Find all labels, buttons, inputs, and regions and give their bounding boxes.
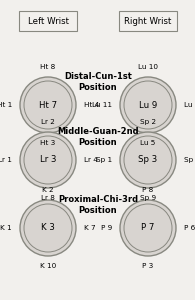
Text: Lu 5: Lu 5 <box>140 140 156 146</box>
Circle shape <box>20 77 76 133</box>
Text: Lr 4: Lr 4 <box>84 157 98 163</box>
Circle shape <box>24 81 72 129</box>
Text: Ht 7: Ht 7 <box>39 100 57 109</box>
Text: Lr 2: Lr 2 <box>41 119 55 125</box>
Text: Sp 3: Sp 3 <box>138 155 158 164</box>
Text: K 2: K 2 <box>42 187 54 193</box>
Text: Ht 1: Ht 1 <box>0 102 12 108</box>
FancyBboxPatch shape <box>19 11 77 31</box>
Text: Lr 3: Lr 3 <box>40 155 56 164</box>
Text: P 6: P 6 <box>184 225 195 231</box>
Text: Sp 1: Sp 1 <box>96 157 112 163</box>
Text: Lr 8: Lr 8 <box>41 195 55 201</box>
Text: Lu 10: Lu 10 <box>138 64 158 70</box>
FancyBboxPatch shape <box>119 11 177 31</box>
Text: Middle-Guan-2nd
Position: Middle-Guan-2nd Position <box>57 127 139 147</box>
Text: Right Wrist: Right Wrist <box>124 16 172 26</box>
Text: Sp 5: Sp 5 <box>184 157 195 163</box>
Text: Sp 2: Sp 2 <box>140 119 156 125</box>
Text: K 10: K 10 <box>40 263 56 269</box>
Text: Lu 8: Lu 8 <box>184 102 195 108</box>
Text: Sp 9: Sp 9 <box>140 195 156 201</box>
Text: Lr 1: Lr 1 <box>0 157 12 163</box>
Text: Lu 9: Lu 9 <box>139 100 157 109</box>
Text: K 1: K 1 <box>0 225 12 231</box>
Text: Ht 3: Ht 3 <box>40 140 56 146</box>
Text: K 3: K 3 <box>41 224 55 232</box>
Circle shape <box>124 81 172 129</box>
Text: P 8: P 8 <box>142 187 154 193</box>
Text: Ht 4: Ht 4 <box>84 102 99 108</box>
Text: Proximal-Chi-3rd
Position: Proximal-Chi-3rd Position <box>58 195 138 215</box>
Circle shape <box>124 136 172 184</box>
Text: P 9: P 9 <box>101 225 112 231</box>
Circle shape <box>124 204 172 252</box>
Circle shape <box>120 200 176 256</box>
Circle shape <box>24 204 72 252</box>
Text: P 7: P 7 <box>141 224 155 232</box>
Circle shape <box>120 132 176 188</box>
Circle shape <box>20 132 76 188</box>
Text: Ht 8: Ht 8 <box>40 64 56 70</box>
Text: K 7: K 7 <box>84 225 96 231</box>
Circle shape <box>120 77 176 133</box>
Circle shape <box>24 136 72 184</box>
Text: Lu 11: Lu 11 <box>92 102 112 108</box>
Text: P 3: P 3 <box>142 263 154 269</box>
Text: Distal-Cun-1st
Position: Distal-Cun-1st Position <box>64 72 132 92</box>
Circle shape <box>20 200 76 256</box>
Text: Left Wrist: Left Wrist <box>27 16 68 26</box>
